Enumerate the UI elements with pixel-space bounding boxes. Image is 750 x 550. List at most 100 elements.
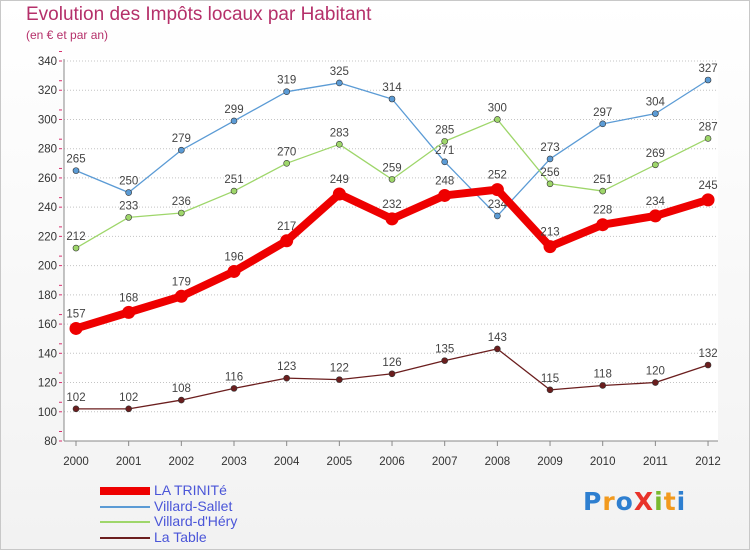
data-label-villard-d-h-ry: 300 bbox=[488, 102, 507, 114]
data-label-villard-d-h-ry: 283 bbox=[330, 127, 349, 139]
y-tick-label: 320 bbox=[38, 85, 57, 97]
data-label-villard-sallet: 319 bbox=[277, 75, 296, 87]
y-tick-label: 280 bbox=[38, 144, 57, 156]
data-point-la-table bbox=[72, 405, 80, 413]
data-label-villard-d-h-ry: 251 bbox=[224, 174, 243, 186]
data-point-villard-sallet bbox=[72, 167, 80, 174]
y-tick-label: 140 bbox=[38, 348, 57, 360]
data-label-la-table: 123 bbox=[277, 361, 296, 373]
data-point-la-table bbox=[230, 385, 238, 392]
data-label-villard-d-h-ry: 233 bbox=[119, 200, 138, 212]
data-point-la-trinit bbox=[438, 188, 452, 202]
data-point-la-table bbox=[178, 396, 185, 404]
data-label-la-trinit: 213 bbox=[540, 227, 559, 239]
data-point-la-trinit bbox=[543, 240, 557, 254]
legend-swatch bbox=[100, 505, 150, 508]
data-label-la-trinit: 217 bbox=[277, 221, 296, 233]
data-point-la-table bbox=[125, 405, 132, 413]
data-point-la-table bbox=[441, 357, 448, 364]
y-tick-label: 160 bbox=[38, 319, 57, 331]
data-label-la-trinit: 179 bbox=[172, 276, 191, 288]
data-point-villard-d-h-ry bbox=[178, 209, 185, 217]
data-label-villard-d-h-ry: 236 bbox=[172, 196, 191, 208]
x-tick-label: 2005 bbox=[327, 456, 353, 468]
y-tick-label: 220 bbox=[38, 231, 57, 243]
x-tick-label: 2000 bbox=[63, 456, 89, 468]
y-tick-label: 340 bbox=[38, 56, 57, 68]
data-label-la-table: 118 bbox=[594, 368, 612, 380]
data-point-villard-d-h-ry bbox=[336, 141, 343, 148]
data-point-villard-d-h-ry bbox=[546, 180, 554, 188]
data-point-villard-d-h-ry bbox=[704, 135, 712, 142]
data-point-la-table bbox=[283, 374, 290, 382]
data-label-villard-sallet: 250 bbox=[119, 176, 138, 188]
data-point-villard-sallet bbox=[704, 76, 712, 84]
proxiti-logo: ProXiti bbox=[583, 487, 686, 516]
data-point-villard-sallet bbox=[494, 212, 501, 220]
data-point-villard-d-h-ry bbox=[125, 214, 132, 221]
data-label-villard-d-h-ry: 251 bbox=[593, 174, 612, 186]
data-label-villard-d-h-ry: 270 bbox=[277, 146, 296, 158]
data-point-villard-d-h-ry bbox=[441, 138, 448, 145]
x-tick-label: 2001 bbox=[116, 456, 142, 468]
data-point-villard-d-h-ry bbox=[652, 161, 659, 169]
data-point-villard-sallet bbox=[336, 79, 343, 87]
data-label-villard-d-h-ry: 256 bbox=[540, 167, 559, 179]
data-label-villard-sallet: 299 bbox=[224, 104, 243, 116]
data-point-la-trinit bbox=[227, 264, 241, 278]
data-point-villard-sallet bbox=[283, 88, 290, 95]
data-label-la-trinit: 232 bbox=[382, 199, 401, 211]
x-tick-label: 2010 bbox=[590, 456, 616, 468]
data-label-villard-d-h-ry: 212 bbox=[66, 231, 85, 243]
data-label-villard-sallet: 271 bbox=[435, 145, 454, 157]
data-point-villard-sallet bbox=[230, 117, 238, 125]
data-point-la-table bbox=[494, 345, 501, 353]
data-label-villard-sallet: 304 bbox=[646, 97, 666, 109]
logo-letter: X bbox=[633, 487, 655, 516]
data-point-la-trinit bbox=[648, 209, 662, 223]
x-tick-label: 2008 bbox=[485, 456, 511, 468]
legend-swatch bbox=[100, 487, 150, 495]
data-point-villard-d-h-ry bbox=[283, 160, 290, 167]
data-label-villard-sallet: 327 bbox=[698, 63, 717, 75]
data-label-la-trinit: 245 bbox=[698, 180, 717, 192]
data-point-villard-sallet bbox=[178, 146, 185, 154]
x-tick-label: 2002 bbox=[169, 456, 195, 468]
data-label-la-table: 108 bbox=[172, 383, 191, 395]
data-label-la-table: 102 bbox=[119, 392, 138, 404]
data-label-la-table: 143 bbox=[488, 332, 507, 344]
x-tick-label: 2007 bbox=[432, 456, 458, 468]
data-label-la-table: 102 bbox=[66, 392, 85, 404]
plot-area bbox=[64, 59, 718, 441]
data-point-la-table bbox=[704, 361, 712, 369]
data-point-la-trinit bbox=[174, 289, 188, 303]
data-label-villard-d-h-ry: 259 bbox=[382, 162, 401, 174]
data-label-la-trinit: 249 bbox=[330, 174, 349, 186]
data-point-la-trinit bbox=[69, 321, 83, 335]
data-label-la-table: 120 bbox=[646, 366, 665, 378]
x-tick-label: 2004 bbox=[274, 456, 300, 468]
data-label-villard-sallet: 297 bbox=[593, 107, 612, 119]
data-label-la-trinit: 234 bbox=[646, 196, 666, 208]
chart-subtitle: (en € et par an) bbox=[26, 28, 109, 42]
data-label-villard-d-h-ry: 269 bbox=[646, 148, 665, 160]
data-point-la-trinit bbox=[490, 183, 504, 197]
legend-label: Villard-Sallet bbox=[154, 497, 233, 514]
legend-swatch bbox=[100, 536, 150, 539]
data-point-villard-d-h-ry bbox=[388, 176, 396, 183]
x-tick-label: 2003 bbox=[221, 456, 247, 468]
x-tick-label: 2011 bbox=[643, 456, 668, 468]
data-label-la-trinit: 157 bbox=[66, 308, 85, 320]
y-tick-label: 300 bbox=[38, 114, 57, 126]
legend-swatch bbox=[100, 521, 150, 523]
data-label-villard-d-h-ry: 287 bbox=[698, 121, 717, 133]
data-point-la-trinit bbox=[280, 234, 294, 248]
data-label-la-table: 126 bbox=[382, 357, 401, 369]
x-tick-label: 2009 bbox=[537, 456, 563, 468]
data-point-la-trinit bbox=[122, 305, 136, 319]
data-point-la-table bbox=[388, 370, 396, 378]
y-tick-label: 120 bbox=[38, 378, 57, 390]
y-tick-label: 260 bbox=[38, 173, 57, 185]
logo-letter: P bbox=[583, 487, 603, 516]
data-point-la-table bbox=[599, 382, 607, 389]
